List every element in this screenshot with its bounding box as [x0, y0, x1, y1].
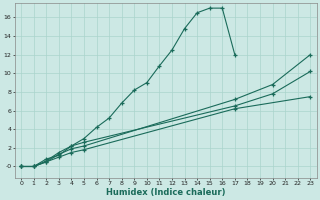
X-axis label: Humidex (Indice chaleur): Humidex (Indice chaleur)	[106, 188, 225, 197]
